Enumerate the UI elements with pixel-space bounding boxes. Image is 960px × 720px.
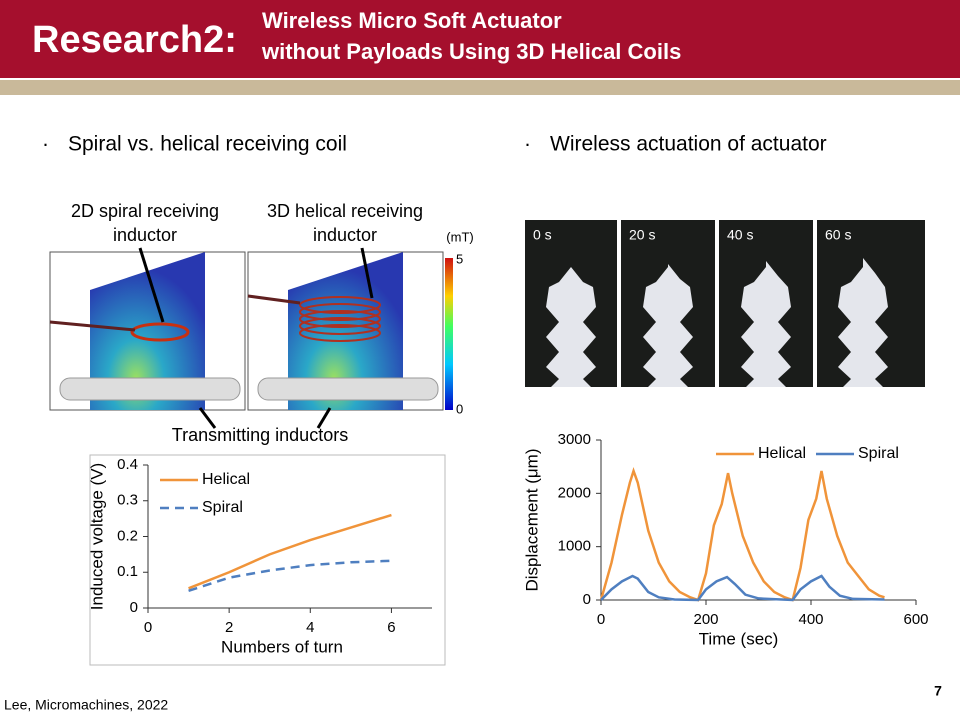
legend-label: Spiral bbox=[858, 445, 899, 462]
y-axis-label: Induced voltage (V) bbox=[87, 463, 106, 610]
colorbar-min: 0 bbox=[456, 401, 463, 416]
y-tick-label: 2000 bbox=[558, 484, 591, 501]
x-tick-label: 4 bbox=[306, 619, 314, 636]
header-band bbox=[0, 80, 960, 95]
x-axis-label: Numbers of turn bbox=[221, 637, 343, 656]
field-plane bbox=[288, 252, 403, 410]
citation: Lee, Micromachines, 2022 bbox=[4, 697, 168, 713]
y-tick-label: 0 bbox=[583, 591, 591, 608]
y-tick-label: 0 bbox=[130, 599, 138, 616]
series-line bbox=[599, 467, 885, 602]
arrows bbox=[138, 247, 374, 429]
x-tick-label: 6 bbox=[387, 619, 395, 636]
colorbar-unit: (mT) bbox=[446, 229, 473, 244]
transmit-coil bbox=[257, 377, 439, 401]
x-tick-label: 200 bbox=[693, 611, 718, 628]
frame-label: 0 s bbox=[533, 227, 552, 243]
colorbar bbox=[445, 258, 453, 410]
page-number: 7 bbox=[934, 683, 942, 699]
transmit-coil bbox=[59, 377, 241, 401]
chart-frame bbox=[89, 454, 446, 666]
legend-label: Spiral bbox=[202, 499, 243, 516]
actuator bbox=[741, 261, 791, 387]
bullet: Spiral vs. helical receiving coil bbox=[68, 133, 347, 156]
y-tick-label: 3000 bbox=[558, 431, 591, 448]
legend-label: Helical bbox=[202, 471, 250, 488]
x-tick-label: 0 bbox=[597, 611, 605, 628]
y-tick-label: 0.2 bbox=[117, 527, 138, 544]
x-tick-label: 0 bbox=[144, 619, 152, 636]
figure-label: 2D spiral receiving bbox=[71, 201, 219, 221]
series-line bbox=[600, 574, 885, 602]
bullet: Wireless actuation of actuator bbox=[550, 133, 827, 156]
y-tick-label: 0.4 bbox=[117, 456, 138, 473]
x-tick-label: 400 bbox=[798, 611, 823, 628]
frame-label: 60 s bbox=[825, 227, 851, 243]
figure-label: 3D helical receiving bbox=[267, 201, 423, 221]
series-line bbox=[188, 513, 392, 590]
y-tick-label: 1000 bbox=[558, 538, 591, 555]
spiral-coil bbox=[130, 322, 190, 342]
field-plane bbox=[90, 252, 205, 410]
frame-label: 20 s bbox=[629, 227, 655, 243]
x-tick-label: 600 bbox=[903, 611, 928, 628]
series-line bbox=[188, 559, 392, 593]
frame-label: 40 s bbox=[727, 227, 753, 243]
x-axis-label: Time (sec) bbox=[699, 629, 779, 648]
colorbar-max: 5 bbox=[456, 251, 463, 266]
actuator bbox=[643, 264, 693, 387]
y-axis-label: Displacement (μm) bbox=[522, 449, 541, 592]
helical-coil bbox=[299, 296, 381, 342]
bullet-dot: · bbox=[524, 133, 531, 156]
x-tick-label: 2 bbox=[225, 619, 233, 636]
header-title: Wireless Micro Soft Actuator bbox=[262, 8, 562, 33]
header-title: without Payloads Using 3D Helical Coils bbox=[261, 39, 681, 64]
header-bar bbox=[0, 0, 960, 78]
bullet-dot: · bbox=[42, 133, 49, 156]
header-label: Research2: bbox=[32, 19, 237, 61]
figure-label: inductor bbox=[113, 225, 177, 245]
y-tick-label: 0.3 bbox=[117, 492, 138, 509]
wire bbox=[247, 294, 301, 305]
actuator bbox=[838, 258, 888, 387]
actuator bbox=[546, 267, 596, 387]
legend-label: Helical bbox=[758, 445, 806, 462]
y-tick-label: 0.1 bbox=[117, 563, 138, 580]
figure-label: inductor bbox=[313, 225, 377, 245]
wire bbox=[49, 320, 136, 332]
figure-label: Transmitting inductors bbox=[172, 425, 348, 445]
